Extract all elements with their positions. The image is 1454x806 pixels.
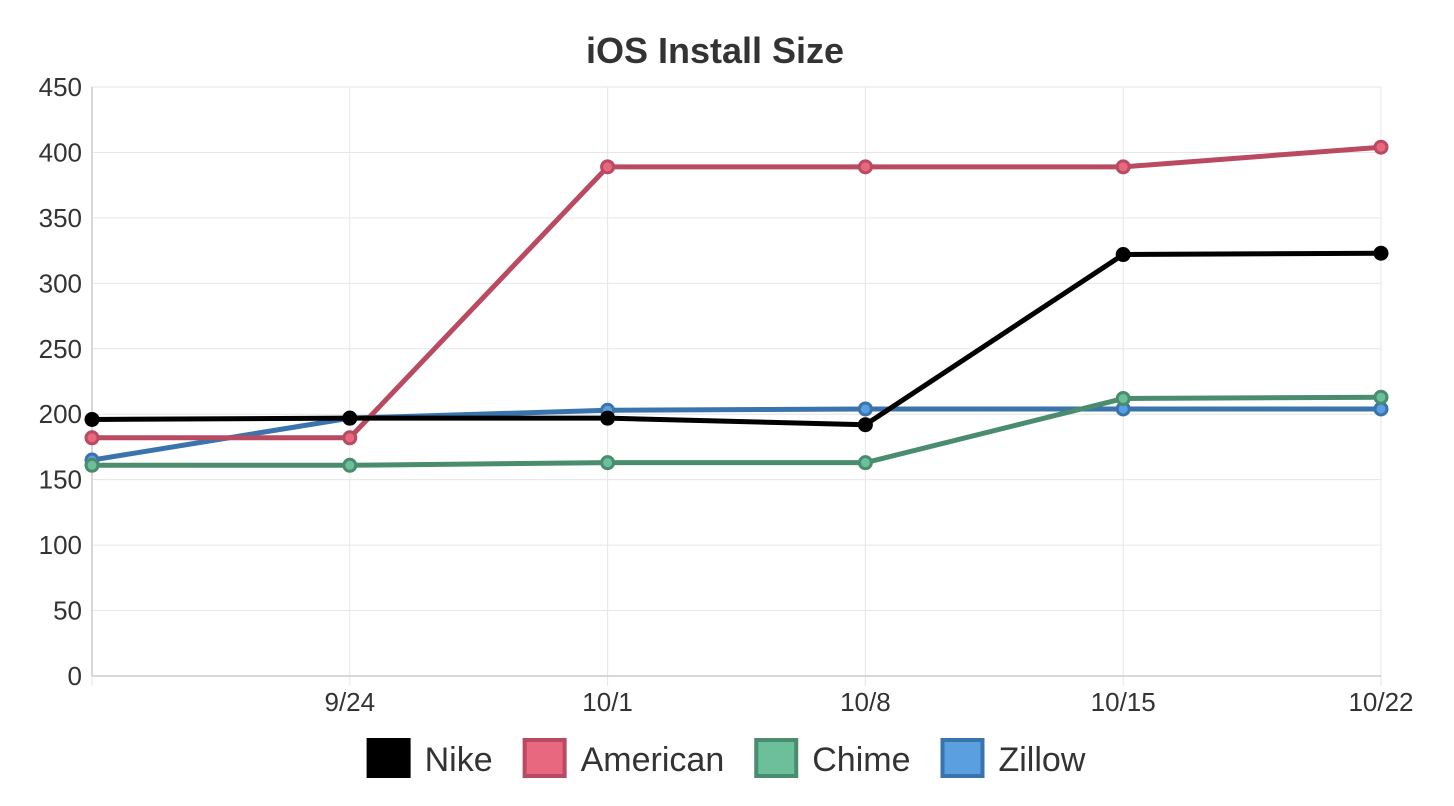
data-point-american [84,430,100,446]
data-point-chime [857,455,873,471]
data-point-american [342,430,358,446]
data-point-american [1373,139,1389,155]
legend-label-chime: Chime [812,741,910,779]
data-point-chime [600,455,616,471]
data-point-nike [600,410,616,426]
series-chime [84,389,1389,473]
legend-label-zillow: Zillow [998,741,1085,779]
y-tick-label: 200 [39,399,82,429]
data-point-chime [342,457,358,473]
legend-item-nike[interactable]: Nike [366,738,493,779]
y-tick-label: 50 [53,596,82,626]
legend-item-chime[interactable]: Chime [754,738,910,779]
data-point-zillow [857,401,873,417]
legend-item-american[interactable]: American [522,738,725,779]
y-tick-label: 150 [39,465,82,495]
y-tick-label: 350 [39,203,82,233]
data-point-nike [1373,245,1389,261]
x-tick-label: 10/22 [1348,687,1413,717]
data-point-american [600,159,616,175]
chart-title: iOS Install Size [586,30,844,71]
x-tick-label: 10/15 [1091,687,1156,717]
data-point-chime [1115,391,1131,407]
y-tick-label: 400 [39,137,82,167]
series-zillow [84,401,1389,468]
series-line-american [89,144,1384,441]
series-line-chime [89,394,1384,468]
data-point-american [857,159,873,175]
axes: 0 50 100 150 200 250 300 350 400 450 9/24 10/1 10/8 1… [39,72,1414,717]
series-american [84,139,1389,446]
y-tick-label: 250 [39,334,82,364]
data-point-chime [84,457,100,473]
data-point-nike [84,411,100,427]
y-tick-label: 0 [68,661,82,691]
data-point-chime [1373,389,1389,405]
data-point-american [1115,159,1131,175]
legend-label-american: American [581,741,725,779]
legend-swatch-american [522,738,567,778]
x-tick-label: 10/8 [840,687,891,717]
data-point-nike [342,410,358,426]
grid [91,86,1382,686]
y-tick-label: 300 [39,268,82,298]
legend-swatch-nike [366,738,411,778]
series-nike [84,245,1389,433]
y-tick-label: 450 [39,72,82,102]
legend-item-zillow[interactable]: Zillow [940,738,1086,779]
series-line-nike [89,250,1384,428]
series-line-zillow [89,406,1384,463]
x-tick-label: 10/1 [582,687,633,717]
series-layer [84,139,1389,473]
data-point-zillow [1373,401,1389,417]
legend: Nike American Chime Zillow [366,738,1086,779]
legend-swatch-chime [754,738,799,778]
x-tick-label: 9/24 [324,687,375,717]
legend-swatch-zillow [940,738,985,778]
data-point-nike [1115,247,1131,263]
legend-label-nike: Nike [425,741,493,779]
y-tick-label: 100 [39,530,82,560]
data-point-nike [857,417,873,433]
